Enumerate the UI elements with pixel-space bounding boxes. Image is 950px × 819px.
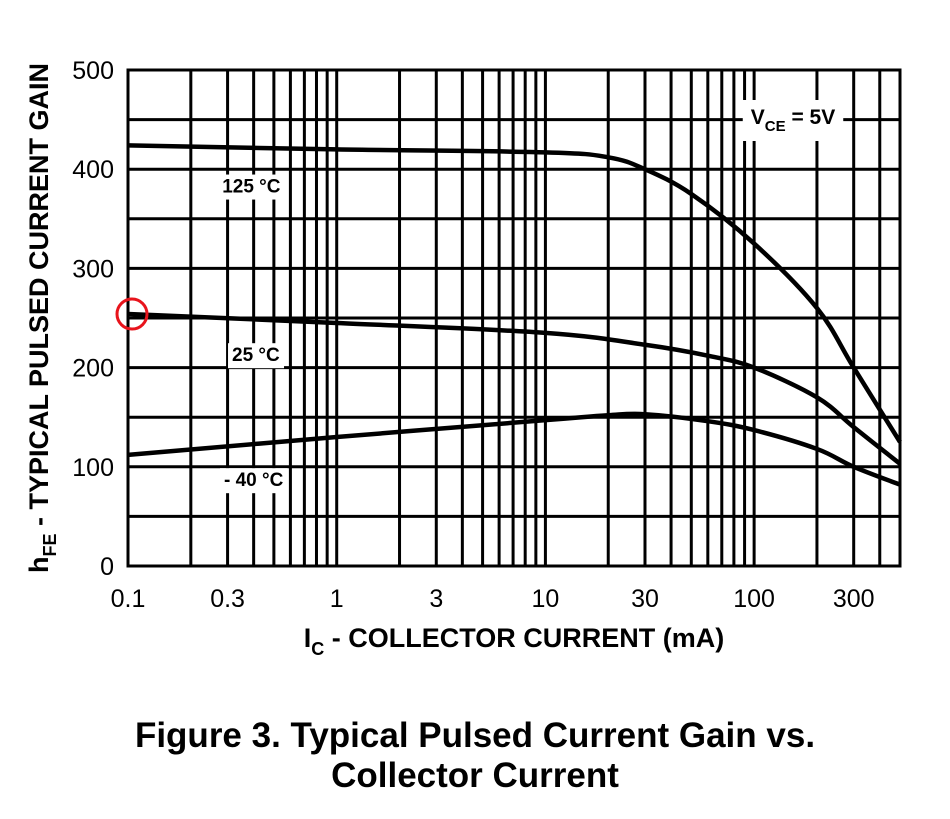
series-label-bg bbox=[219, 468, 288, 494]
series-label: 25 °C bbox=[232, 345, 280, 366]
series-label-group: - 40 °C bbox=[219, 468, 288, 494]
plot-frame bbox=[126, 68, 902, 568]
current-gain-chart: 125 °C 25 °C - 40 °C 0.1 0.3 1 3 10 30 100 300 0 10… bbox=[24, 57, 902, 659]
series-label-group: 25 °C bbox=[228, 343, 285, 369]
y-axis-title-sub: FE bbox=[40, 534, 60, 557]
x-tick-label: 3 bbox=[429, 585, 443, 613]
y-axis-title: hFE - TYPICAL PULSED CURRENT GAIN bbox=[24, 63, 60, 573]
x-tick-label: 300 bbox=[833, 585, 875, 613]
condition-label-bg bbox=[742, 100, 844, 141]
x-tick-label: 10 bbox=[532, 585, 560, 613]
y-tick-label: 100 bbox=[72, 454, 114, 482]
figure-caption: Figure 3. Typical Pulsed Current Gain vs… bbox=[0, 716, 950, 796]
condition-label-sub: CE bbox=[765, 118, 786, 135]
y-tick-label: 400 bbox=[72, 156, 114, 184]
x-tick-label: 30 bbox=[631, 585, 659, 613]
tick-labels: 0.1 0.3 1 3 10 30 100 300 0 100 200 300 400 500 bbox=[72, 57, 874, 613]
series-line bbox=[127, 411, 901, 487]
y-tick-label: 500 bbox=[72, 57, 114, 85]
series-line bbox=[127, 143, 902, 444]
caption-line-2: Collector Current bbox=[331, 756, 619, 795]
x-tick-label: 1 bbox=[330, 585, 344, 613]
annotations: IC - COLLECTOR CURRENT (mA) hFE - TYPICAL… bbox=[24, 63, 844, 659]
x-axis-title: IC - COLLECTOR CURRENT (mA) bbox=[304, 623, 725, 659]
x-tick-label: 0.1 bbox=[111, 585, 146, 613]
x-axis-title-main: I bbox=[304, 623, 312, 653]
series-label-bg bbox=[228, 343, 285, 369]
y-tick-label: 0 bbox=[100, 553, 114, 581]
series-label-group: 125 °C bbox=[218, 174, 285, 200]
series-line bbox=[127, 311, 902, 466]
y-axis-title-rest: - TYPICAL PULSED CURRENT GAIN bbox=[24, 63, 54, 534]
series-labels: 125 °C 25 °C - 40 °C bbox=[218, 174, 288, 494]
caption-line-1: Figure 3. Typical Pulsed Current Gain vs… bbox=[134, 716, 816, 755]
condition-label-main: V bbox=[751, 106, 765, 129]
y-axis-title-main: h bbox=[24, 557, 54, 574]
curves bbox=[127, 143, 902, 487]
condition-label: VCE = 5V bbox=[751, 106, 835, 135]
highlight-marker bbox=[115, 297, 149, 331]
y-tick-label: 300 bbox=[72, 255, 114, 283]
x-axis-title-rest: - COLLECTOR CURRENT (mA) bbox=[324, 623, 724, 653]
condition-label-rest: = 5V bbox=[786, 106, 836, 129]
y-axis-title-group: hFE - TYPICAL PULSED CURRENT GAIN bbox=[24, 63, 60, 573]
y-tick-label: 200 bbox=[72, 355, 114, 383]
series-label: - 40 °C bbox=[224, 470, 284, 491]
x-tick-label: 0.3 bbox=[210, 585, 245, 613]
series-label-bg bbox=[218, 174, 285, 200]
x-tick-label: 100 bbox=[733, 585, 775, 613]
x-axis-title-sub: C bbox=[311, 639, 324, 659]
series-label: 125 °C bbox=[222, 177, 281, 198]
condition-label-group: VCE = 5V bbox=[742, 100, 844, 141]
